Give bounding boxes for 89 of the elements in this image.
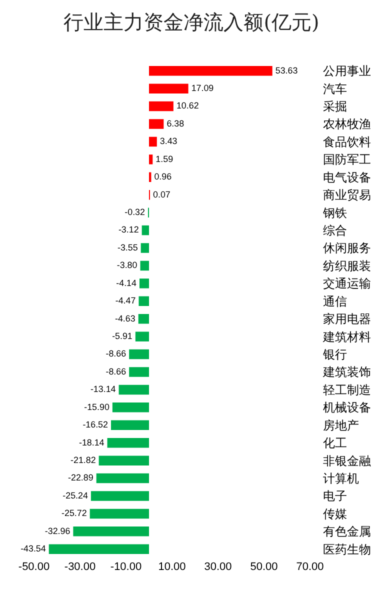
bar — [129, 367, 149, 377]
y-tick-label: 纺织服装 — [323, 258, 371, 273]
bar — [142, 225, 149, 236]
data-label: -15.90 — [84, 402, 110, 412]
y-tick-label: 食品饮料 — [323, 134, 371, 149]
y-tick-label: 轻工制造 — [323, 382, 371, 397]
bar — [48, 544, 149, 554]
bar — [149, 136, 157, 147]
y-tick-label: 汽车 — [323, 82, 347, 96]
bar — [149, 66, 272, 76]
bar — [149, 84, 188, 94]
data-label: -5.91 — [112, 331, 132, 342]
x-tick-label: -10.00 — [110, 561, 142, 573]
data-label: -3.12 — [118, 224, 139, 235]
data-label: 0.96 — [154, 172, 172, 182]
data-label: 1.59 — [156, 154, 174, 164]
bar — [111, 420, 149, 430]
x-tick-label: -30.00 — [64, 561, 96, 573]
data-label: 6.38 — [166, 118, 184, 128]
bar — [118, 384, 149, 395]
y-tick-label: 建筑材料 — [322, 330, 371, 344]
y-tick-label: 银行 — [322, 347, 347, 362]
bar — [138, 314, 149, 324]
x-tick-label: 50.00 — [250, 561, 278, 573]
bar — [112, 402, 149, 412]
y-tick-label: 通信 — [323, 294, 347, 308]
bar — [140, 260, 149, 271]
bar — [90, 508, 149, 519]
bar — [139, 278, 149, 288]
data-label: -4.47 — [115, 296, 136, 306]
y-tick-label: 传媒 — [323, 506, 347, 521]
data-label: 17.09 — [191, 83, 214, 94]
bar — [96, 473, 149, 484]
y-tick-label: 电子 — [323, 489, 347, 504]
y-tick-label: 交通运输 — [323, 276, 371, 291]
bar — [149, 154, 153, 164]
data-label: 53.63 — [275, 65, 298, 76]
bar — [135, 332, 149, 342]
data-label: -0.32 — [124, 207, 146, 218]
y-tick-label: 化工 — [323, 436, 347, 450]
x-tick-label: 70.00 — [296, 561, 324, 573]
data-label: -3.55 — [117, 242, 138, 252]
data-label: -4.14 — [116, 278, 136, 288]
data-label: -43.54 — [20, 544, 46, 554]
data-label: -21.82 — [70, 455, 96, 466]
bar — [73, 526, 149, 536]
bar — [98, 456, 149, 466]
data-label: 0.07 — [153, 189, 170, 200]
y-tick-label: 农林牧渔 — [323, 117, 371, 132]
y-tick-label: 综合 — [323, 223, 347, 238]
y-tick-label: 有色金属 — [323, 524, 371, 539]
y-tick-label: 家用电器 — [323, 312, 371, 326]
bar — [129, 349, 149, 360]
y-tick-label: 钢铁 — [322, 206, 347, 220]
y-tick-label: 休闲服务 — [323, 241, 371, 256]
bar — [107, 438, 149, 448]
bar — [149, 119, 164, 129]
y-tick-label: 建筑装饰 — [322, 365, 371, 380]
data-label: -25.72 — [62, 508, 87, 518]
data-label: -13.14 — [90, 384, 116, 394]
x-tick-label: 10.00 — [158, 561, 186, 573]
y-tick-label: 采掘 — [323, 99, 347, 114]
y-tick-label: 房地产 — [323, 418, 359, 432]
x-tick-label: -50.00 — [18, 561, 50, 573]
y-tick-label: 电气设备 — [323, 170, 371, 184]
data-label: -8.66 — [106, 366, 126, 376]
data-label: 3.43 — [160, 136, 178, 146]
bar — [90, 491, 149, 501]
data-label: -25.24 — [62, 490, 88, 500]
data-label: -18.14 — [78, 437, 104, 448]
y-tick-label: 计算机 — [323, 471, 359, 486]
data-label: -16.52 — [82, 420, 108, 430]
data-label: -8.66 — [106, 348, 126, 359]
data-label: -3.80 — [116, 260, 138, 270]
bar — [149, 101, 174, 112]
bar — [138, 296, 149, 306]
data-label: -32.96 — [44, 526, 70, 536]
y-tick-label: 商业贸易 — [323, 188, 371, 202]
x-tick-label: 30.00 — [204, 561, 232, 573]
y-tick-label: 机械设备 — [323, 400, 371, 415]
y-tick-label: 非银金融 — [323, 454, 371, 468]
data-label: -4.63 — [115, 313, 136, 324]
data-label: -22.89 — [68, 472, 94, 483]
bar — [140, 243, 149, 253]
y-tick-label: 国防军工 — [323, 152, 371, 167]
chart-title: 行业主力资金净流入额(亿元) — [64, 10, 320, 34]
y-tick-label: 公用事业 — [323, 64, 371, 78]
data-label: 10.62 — [176, 100, 199, 111]
y-tick-label: 医药生物 — [323, 542, 371, 556]
